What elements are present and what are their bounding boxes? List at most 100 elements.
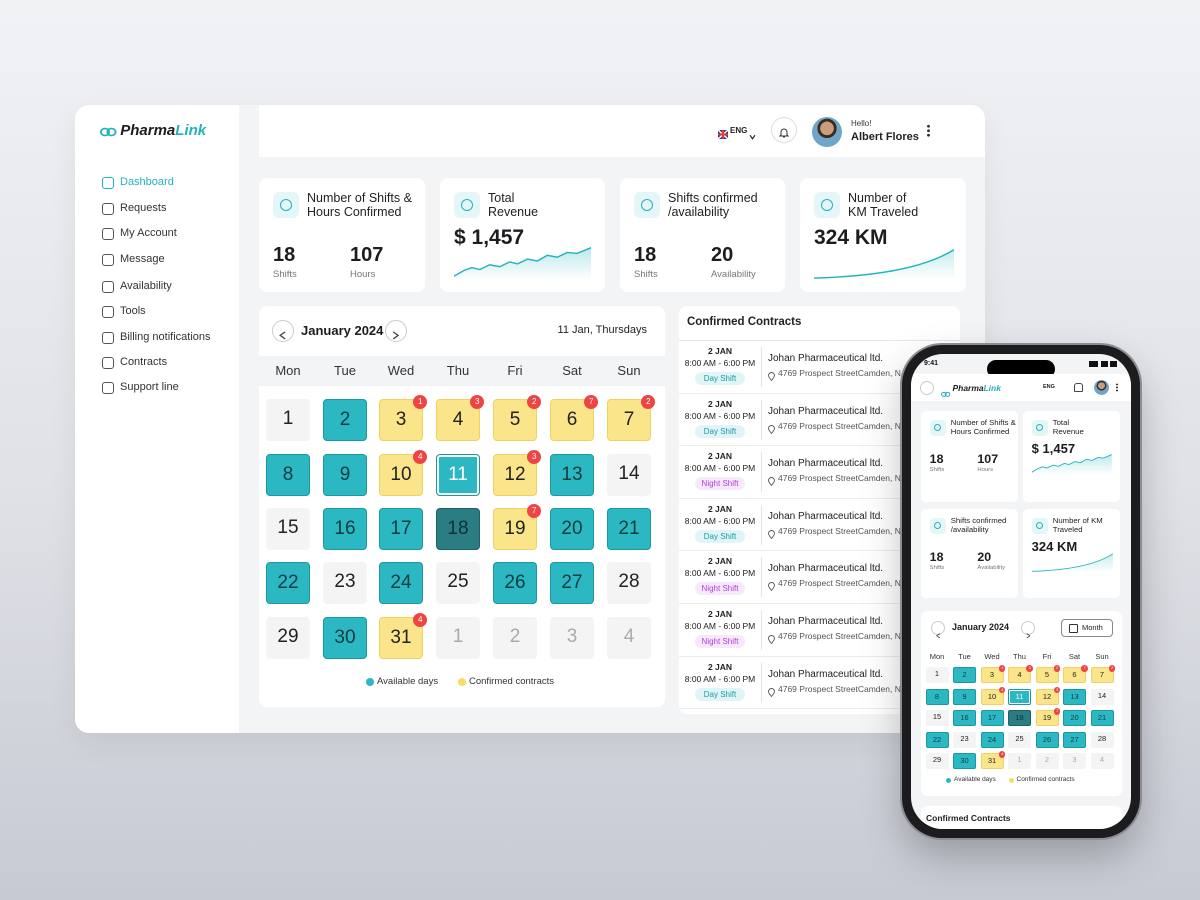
language-select[interactable]: ENG bbox=[730, 126, 748, 135]
day-cell[interactable]: 4 bbox=[1008, 667, 1031, 683]
day-cell[interactable]: 1 bbox=[266, 399, 310, 441]
nav-item[interactable]: Message bbox=[120, 253, 165, 265]
nav-item[interactable]: Contracts bbox=[120, 356, 168, 368]
day-cell[interactable]: 6 bbox=[1063, 667, 1086, 683]
day-cell[interactable]: 3 bbox=[980, 667, 1004, 683]
menu-toggle[interactable] bbox=[920, 381, 934, 395]
nav-item[interactable]: Support line bbox=[120, 381, 179, 393]
day-cell[interactable]: 11 bbox=[1008, 688, 1031, 705]
day-cell[interactable]: 27 bbox=[1063, 731, 1086, 748]
day-cell[interactable]: 30 bbox=[323, 617, 367, 659]
day-cell[interactable]: 23 bbox=[953, 731, 976, 748]
day-cell[interactable]: 20 bbox=[550, 508, 594, 550]
day-cell[interactable]: 5 bbox=[493, 399, 537, 441]
language-select[interactable]: ENG bbox=[1043, 384, 1055, 390]
avatar[interactable] bbox=[812, 117, 842, 147]
day-cell[interactable]: 30 bbox=[953, 753, 976, 769]
company-name[interactable]: Johan Pharmaceutical ltd. bbox=[768, 563, 884, 575]
contract-address: 4769 Prospect StreetCamden, NJ... bbox=[778, 578, 913, 589]
day-cell[interactable]: 2 bbox=[953, 667, 976, 683]
day-cell[interactable]: 2 bbox=[493, 617, 537, 659]
day-cell[interactable]: 8 bbox=[266, 454, 310, 496]
day-cell[interactable]: 23 bbox=[323, 562, 367, 604]
day-cell[interactable]: 18 bbox=[1008, 710, 1031, 726]
notification-button[interactable] bbox=[1074, 383, 1083, 392]
more-menu[interactable] bbox=[1116, 383, 1118, 392]
day-cell[interactable]: 21 bbox=[607, 508, 651, 550]
next-month-button[interactable] bbox=[385, 320, 407, 342]
day-cell[interactable]: 26 bbox=[493, 562, 537, 604]
nav-item[interactable]: Requests bbox=[120, 202, 167, 214]
day-cell[interactable]: 4 bbox=[1090, 753, 1114, 769]
company-name[interactable]: Johan Pharmaceutical ltd. bbox=[768, 510, 884, 522]
day-cell[interactable]: 4 bbox=[436, 399, 480, 441]
day-cell[interactable]: 1 bbox=[925, 667, 949, 683]
day-cell[interactable]: 29 bbox=[925, 753, 949, 769]
day-cell[interactable]: 14 bbox=[1090, 688, 1114, 705]
shift-tag: Night Shift bbox=[695, 582, 745, 596]
day-cell[interactable]: 21 bbox=[1090, 710, 1114, 726]
day-cell[interactable]: 31 bbox=[980, 753, 1004, 769]
day-cell[interactable]: 13 bbox=[550, 454, 594, 496]
day-cell[interactable]: 5 bbox=[1035, 667, 1059, 683]
day-cell[interactable]: 9 bbox=[953, 688, 976, 705]
day-cell[interactable]: 9 bbox=[323, 454, 367, 496]
day-cell[interactable]: 18 bbox=[436, 508, 480, 550]
view-toggle[interactable] bbox=[1061, 619, 1113, 637]
nav-item[interactable]: My Account bbox=[120, 227, 177, 239]
day-cell[interactable]: 11 bbox=[436, 454, 480, 496]
company-name[interactable]: Johan Pharmaceutical ltd. bbox=[768, 405, 884, 417]
day-cell[interactable]: 28 bbox=[607, 562, 651, 604]
day-cell[interactable]: 22 bbox=[925, 731, 949, 748]
day-cell[interactable]: 2 bbox=[1035, 753, 1059, 769]
day-cell[interactable]: 17 bbox=[980, 710, 1004, 726]
day-cell[interactable]: 25 bbox=[436, 562, 480, 604]
day-cell[interactable]: 28 bbox=[1090, 731, 1114, 748]
company-name[interactable]: Johan Pharmaceutical ltd. bbox=[768, 668, 884, 680]
day-cell[interactable]: 17 bbox=[379, 508, 423, 550]
day-cell[interactable]: 25 bbox=[1008, 731, 1031, 748]
day-cell[interactable]: 7 bbox=[1090, 667, 1114, 683]
nav-item[interactable]: Dashboard bbox=[120, 176, 174, 188]
avatar[interactable] bbox=[1094, 380, 1109, 395]
day-cell[interactable]: 26 bbox=[1035, 731, 1059, 748]
chevron bbox=[392, 327, 400, 340]
day-cell[interactable]: 19 bbox=[1035, 710, 1059, 726]
nav-item[interactable]: Availability bbox=[120, 280, 172, 292]
day-cell[interactable]: 15 bbox=[266, 508, 310, 550]
day-cell[interactable]: 15 bbox=[925, 710, 949, 726]
day-cell[interactable]: 22 bbox=[266, 562, 310, 604]
day-cell[interactable]: 2 bbox=[323, 399, 367, 441]
day-cell[interactable]: 3 bbox=[1063, 753, 1086, 769]
day-cell[interactable]: 12 bbox=[1035, 688, 1059, 705]
company-name[interactable]: Johan Pharmaceutical ltd. bbox=[768, 616, 884, 627]
day-cell[interactable]: 16 bbox=[953, 710, 976, 726]
day-cell[interactable]: 20 bbox=[1063, 710, 1086, 726]
day-cell[interactable]: 6 bbox=[550, 399, 594, 441]
nav-item[interactable]: Tools bbox=[120, 305, 146, 317]
company-name[interactable]: Johan Pharmaceutical ltd. bbox=[768, 353, 884, 364]
day-cell[interactable]: 3 bbox=[379, 399, 423, 441]
day-cell[interactable]: 24 bbox=[379, 562, 423, 604]
day-cell[interactable]: 29 bbox=[266, 617, 310, 659]
more-menu[interactable] bbox=[927, 124, 930, 137]
company-name[interactable]: Johan Pharmaceutical ltd. bbox=[768, 458, 884, 470]
nav-icon bbox=[102, 177, 114, 189]
day-cell[interactable]: 4 bbox=[607, 617, 651, 659]
day-cell[interactable]: 24 bbox=[980, 731, 1004, 748]
day-cell[interactable]: 8 bbox=[925, 688, 949, 705]
stat-title: Total Revenue bbox=[1052, 418, 1084, 436]
day-cell[interactable]: 16 bbox=[323, 508, 367, 550]
nav-item[interactable]: Billing notifications bbox=[120, 331, 211, 343]
stat-label: Shifts bbox=[929, 467, 945, 474]
day-cell[interactable]: 3 bbox=[550, 617, 594, 659]
day-cell[interactable]: 13 bbox=[1063, 688, 1086, 705]
day-cell[interactable]: 1 bbox=[436, 617, 480, 659]
prev-month-button[interactable] bbox=[272, 320, 294, 342]
day-cell[interactable]: 10 bbox=[980, 688, 1004, 705]
day-cell[interactable]: 14 bbox=[607, 454, 651, 496]
view-label[interactable]: Month bbox=[1082, 623, 1103, 632]
day-cell[interactable]: 27 bbox=[550, 562, 594, 604]
day-cell[interactable]: 1 bbox=[1008, 753, 1031, 769]
notification-button[interactable] bbox=[771, 117, 797, 143]
